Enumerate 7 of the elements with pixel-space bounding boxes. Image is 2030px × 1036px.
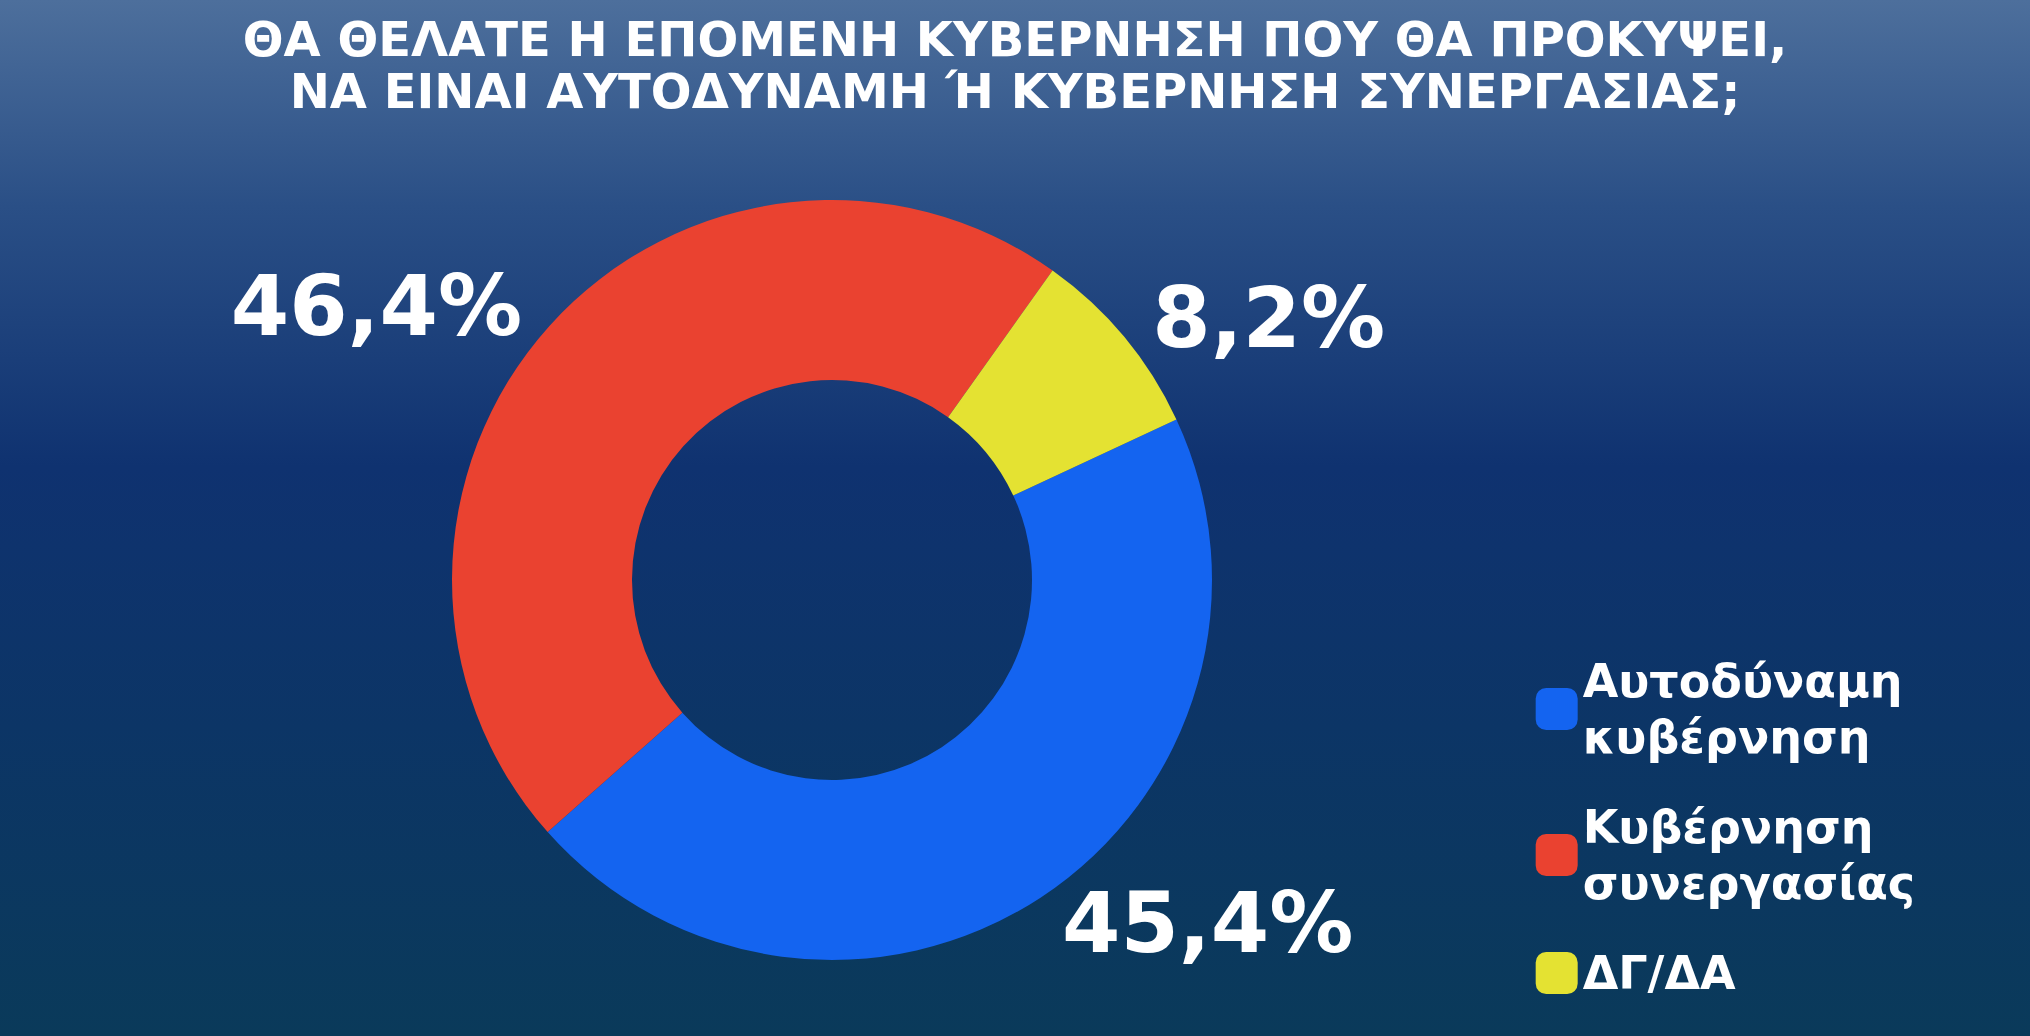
legend-label: Κυβέρνηση συνεργασίας (1582, 800, 1915, 910)
legend-label: Αυτοδύναμη κυβέρνηση (1582, 654, 1903, 764)
data-label: 46,4% (230, 256, 523, 355)
data-label: 45,4% (1061, 873, 1354, 972)
legend-label: ΔΓ/ΔΑ (1582, 946, 1736, 1000)
data-label: 8,2% (1152, 268, 1386, 367)
chart-title: ΘΑ ΘΕΛΑΤΕ Η ΕΠΟΜΕΝΗ ΚΥΒΕΡΝΗΣΗ ΠΟΥ ΘΑ ΠΡΟΚΥΨΕΙ, ΝΑ ΕΙΝΑΙ ΑΥΤΟΔΥΝΑΜΗ Ή ΚΥΒΕΡΝΗΣΗ ΣΥΝΕΡΓΑΣΙΑΣ; (242, 11, 1788, 119)
